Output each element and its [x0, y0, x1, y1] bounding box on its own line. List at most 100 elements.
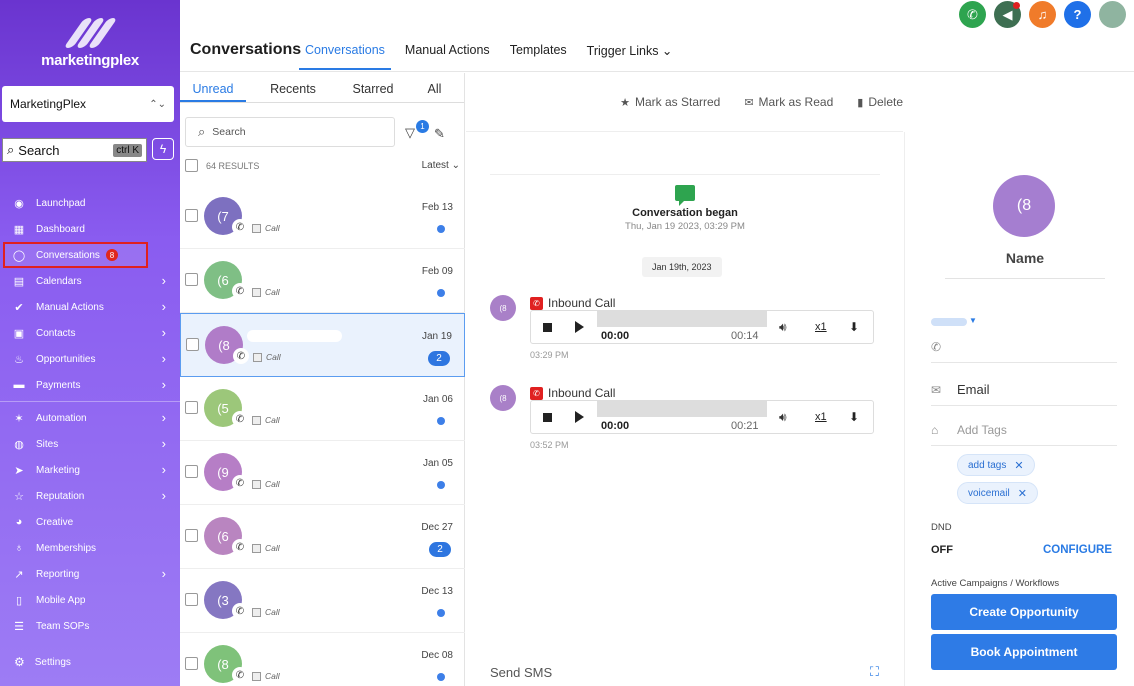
tag-chip[interactable]: add tags ✕ — [957, 454, 1035, 476]
sidebar-item-mobile-app[interactable]: ▯ Mobile App — [0, 587, 180, 613]
phone-button[interactable]: ✆ — [959, 1, 986, 28]
sidebar-item-contacts[interactable]: ▣ Contacts › — [0, 320, 180, 346]
brand-logo[interactable]: marketingplex — [0, 18, 180, 69]
row-checkbox[interactable] — [185, 209, 198, 222]
conversation-item[interactable]: (6 ✆ Call Feb 09 — [180, 249, 465, 313]
mark-starred-button[interactable]: ★ Mark as Starred — [620, 95, 720, 109]
sidebar-item-manual-actions[interactable]: ✔ Manual Actions › — [0, 294, 180, 320]
close-icon[interactable]: ✕ — [1014, 459, 1024, 472]
phone-incoming-icon: ✆ — [530, 296, 543, 310]
sidebar-item-memberships[interactable]: ♁ Memberships — [0, 535, 180, 561]
create-opportunity-button[interactable]: Create Opportunity — [931, 594, 1117, 630]
call-label: ✆ Inbound Call — [530, 386, 615, 400]
tab-all[interactable]: All — [427, 82, 442, 96]
stop-button[interactable] — [543, 323, 552, 332]
sidebar-item-marketing[interactable]: ➤ Marketing › — [0, 457, 180, 483]
compose-icon[interactable]: ✎ — [434, 126, 445, 141]
sort-dropdown[interactable]: Latest ⌄ — [421, 160, 460, 171]
thread-actions: ★ Mark as Starred ✉ Mark as Read ▮ Delet… — [596, 95, 903, 109]
email-field[interactable]: ✉ Email — [931, 382, 1117, 406]
stop-button[interactable] — [543, 413, 552, 422]
global-search[interactable]: ⌕ Search ctrl K — [2, 138, 147, 162]
conversation-item[interactable]: (8 ✆ Call Jan 19 2 — [180, 313, 465, 377]
sidebar-item-payments[interactable]: ▬ Payments › — [0, 372, 180, 398]
sidebar-item-dashboard[interactable]: ▦ Dashboard — [0, 216, 180, 242]
row-checkbox[interactable] — [185, 465, 198, 478]
conversation-item[interactable]: (6 ✆ Call Dec 27 2 — [180, 505, 465, 569]
message-type-icon — [252, 671, 261, 681]
conversation-item[interactable]: (9 ✆ Call Jan 05 — [180, 441, 465, 505]
progress-track[interactable] — [597, 401, 767, 417]
phone-icon: ✆ — [232, 219, 248, 235]
volume-icon[interactable]: 🔊︎ — [779, 320, 787, 334]
tag-chip[interactable]: voicemail ✕ — [957, 482, 1038, 504]
fire-icon: ♨ — [14, 353, 24, 366]
user-avatar[interactable] — [1099, 1, 1126, 28]
send-sms-tab[interactable]: Send SMS — [490, 665, 553, 680]
row-checkbox[interactable] — [185, 657, 198, 670]
conversation-item[interactable]: (5 ✆ Call Jan 06 — [180, 377, 465, 441]
configure-link[interactable]: CONFIGURE — [1043, 544, 1112, 556]
owner-value[interactable] — [931, 318, 967, 326]
play-button[interactable] — [575, 321, 584, 333]
sidebar-item-automation[interactable]: ✶ Automation › — [0, 405, 180, 431]
progress-track[interactable] — [597, 311, 767, 327]
volume-icon[interactable]: 🔊︎ — [779, 410, 787, 424]
delete-button[interactable]: ▮ Delete — [857, 95, 903, 109]
conversation-item[interactable]: (3 ✆ Call Dec 13 — [180, 569, 465, 633]
tab-trigger-links[interactable]: Trigger Links ⌄ — [586, 44, 673, 58]
sidebar-item-settings[interactable]: ⚙ Settings — [14, 655, 71, 669]
download-icon[interactable]: ⬇ — [849, 410, 860, 424]
sidebar-item-reputation[interactable]: ☆ Reputation › — [0, 483, 180, 509]
filter-icon[interactable]: ▽ — [405, 125, 415, 140]
tab-manual-actions[interactable]: Manual Actions — [404, 43, 490, 57]
notifications-button[interactable]: ♫ — [1029, 1, 1056, 28]
page-title: Conversations — [190, 41, 302, 58]
tab-templates[interactable]: Templates — [509, 43, 567, 57]
conversation-item[interactable]: (7 ✆ Call Feb 13 — [180, 185, 465, 249]
row-checkbox[interactable] — [185, 273, 198, 286]
dnd-label: DND — [931, 522, 952, 533]
quick-actions-button[interactable]: ϟ — [152, 138, 174, 160]
tab-recents[interactable]: Recents — [270, 82, 316, 96]
tab-unread[interactable]: Unread — [180, 73, 246, 102]
began-title: Conversation began — [632, 207, 738, 219]
download-icon[interactable]: ⬇ — [849, 320, 860, 334]
playback-speed-button[interactable]: x1 — [815, 321, 827, 333]
row-checkbox[interactable] — [185, 401, 198, 414]
play-button[interactable] — [575, 411, 584, 423]
tab-starred[interactable]: Starred — [352, 82, 394, 96]
row-checkbox[interactable] — [185, 529, 198, 542]
phone-field[interactable]: ✆ — [931, 340, 1117, 363]
row-checkbox[interactable] — [186, 338, 199, 351]
sidebar-item-reporting[interactable]: ↗ Reporting › — [0, 561, 180, 587]
sidebar-item-launchpad[interactable]: ◉ Launchpad — [0, 190, 180, 216]
sidebar-item-sites[interactable]: ◍ Sites › — [0, 431, 180, 457]
phone-incoming-icon: ✆ — [530, 386, 543, 400]
tags-field[interactable]: ⌂ Add Tags — [931, 423, 1117, 446]
sidebar-item-team-sops[interactable]: ☰ Team SOPs — [0, 613, 180, 639]
mark-read-button[interactable]: ✉ Mark as Read — [744, 95, 833, 109]
expand-icon[interactable]: ⛶ — [869, 664, 879, 679]
book-appointment-button[interactable]: Book Appointment — [931, 634, 1117, 670]
conversation-search-input[interactable]: ⌕ Search — [185, 117, 395, 147]
playback-speed-button[interactable]: x1 — [815, 411, 827, 423]
sidebar-item-creative[interactable]: ◕ Creative — [0, 509, 180, 535]
row-checkbox[interactable] — [185, 593, 198, 606]
phone-icon: ✆ — [232, 667, 248, 683]
sidebar-item-calendars[interactable]: ▤ Calendars › — [0, 268, 180, 294]
select-all-checkbox[interactable] — [185, 159, 198, 172]
close-icon[interactable]: ✕ — [1017, 487, 1027, 500]
tab-conversations[interactable]: Conversations — [299, 43, 391, 70]
mark-read-label: Mark as Read — [758, 95, 834, 109]
conversation-item[interactable]: (8 ✆ Call Dec 08 — [180, 633, 465, 686]
sidebar-item-opportunities[interactable]: ♨ Opportunities › — [0, 346, 180, 372]
caret-down-icon[interactable]: ▼ — [969, 316, 977, 325]
contact-name[interactable]: Name — [945, 250, 1105, 279]
sidebar-item-label: Payments — [36, 379, 81, 391]
account-switcher[interactable]: MarketingPlex ⌃⌄ — [2, 86, 174, 122]
help-button[interactable]: ? — [1064, 1, 1091, 28]
unread-dot — [437, 417, 445, 425]
sidebar-item-conversations[interactable]: ◯ Conversations 8 — [3, 242, 148, 268]
announcements-button[interactable]: ◀ — [994, 1, 1021, 28]
